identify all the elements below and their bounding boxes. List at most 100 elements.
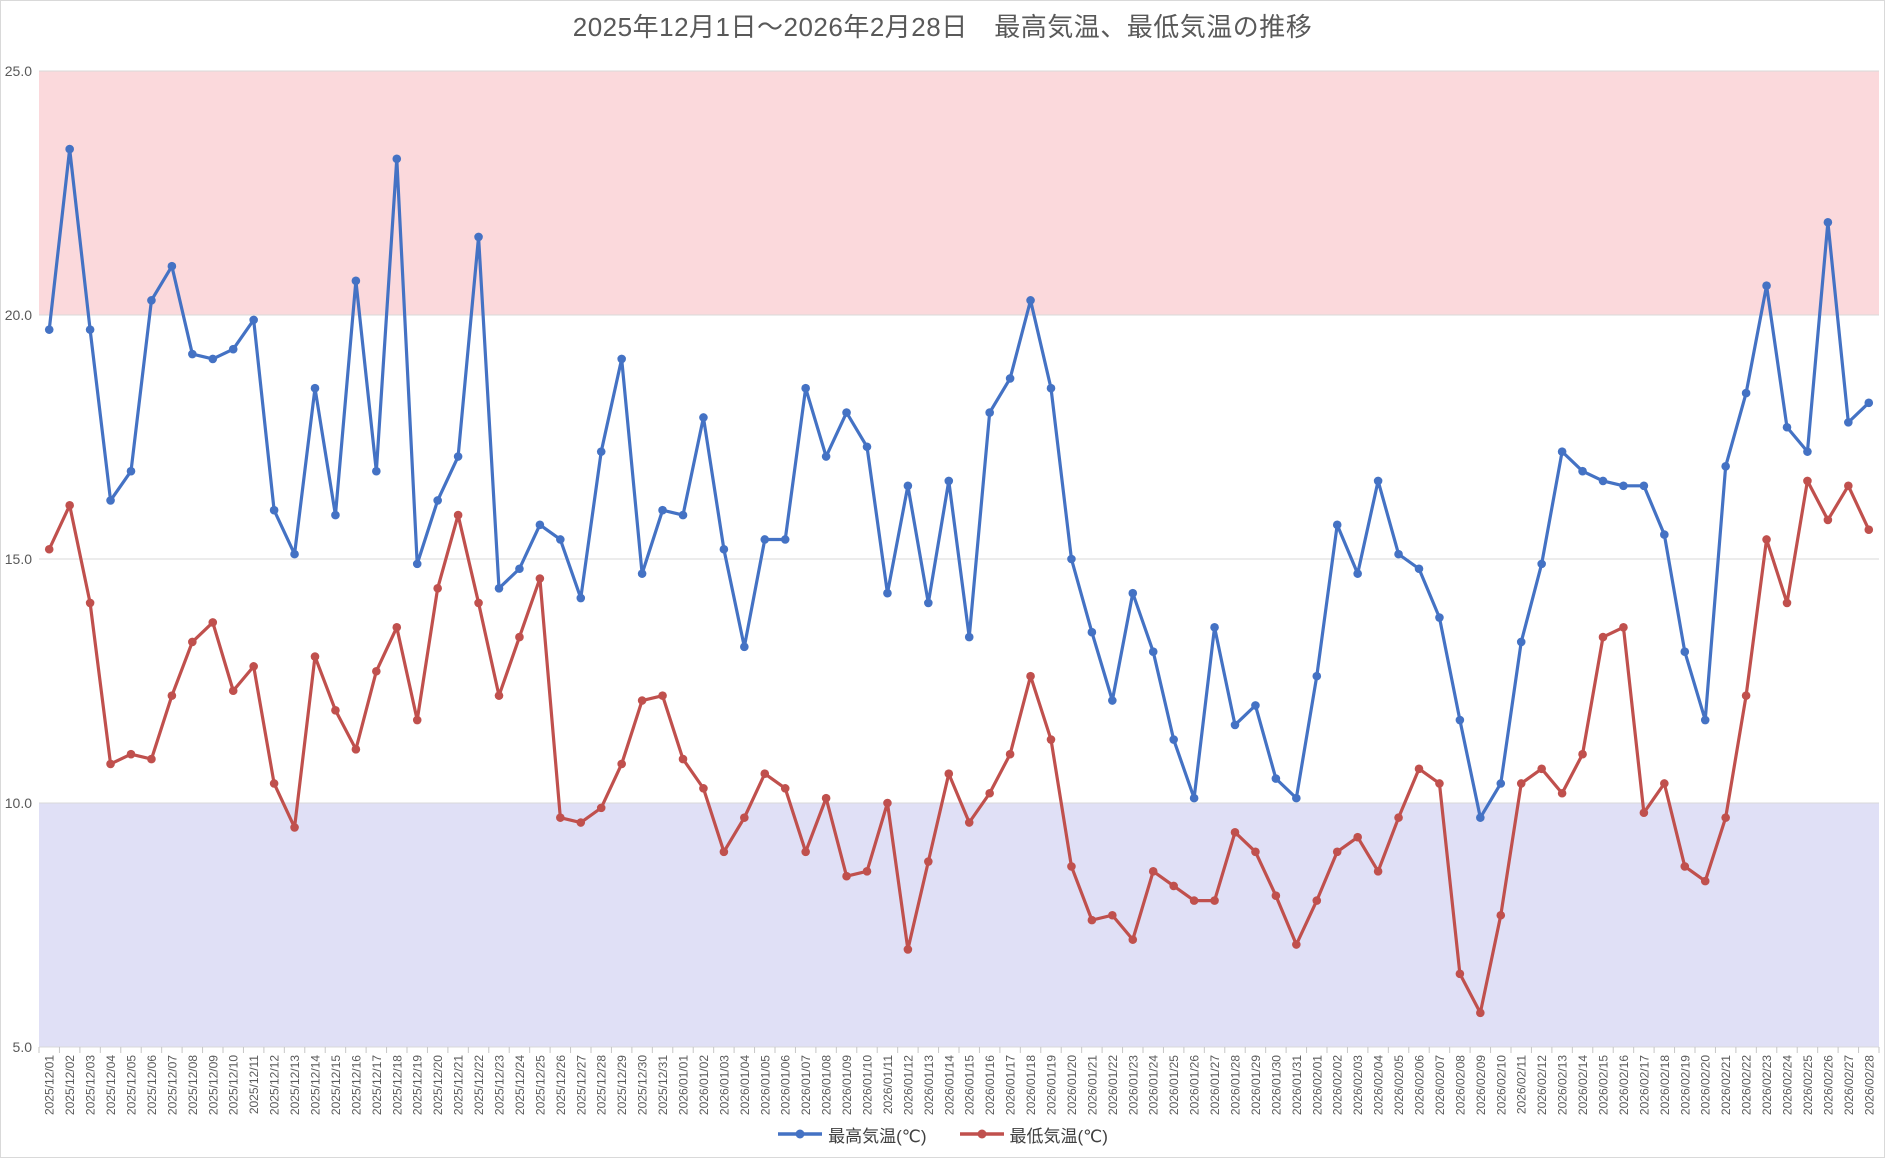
x-axis-label: 2026/02/21 bbox=[1719, 1055, 1733, 1115]
x-axis-label: 2026/01/18 bbox=[1024, 1055, 1038, 1115]
data-point-min bbox=[392, 623, 402, 632]
x-axis-label: 2026/01/03 bbox=[717, 1055, 731, 1115]
data-point-max bbox=[1292, 793, 1301, 803]
data-point-max bbox=[1700, 715, 1710, 725]
data-point-min bbox=[617, 759, 626, 769]
band-below-10 bbox=[39, 803, 1879, 1047]
data-point-min bbox=[1312, 896, 1322, 905]
data-point-max bbox=[1823, 217, 1833, 227]
data-point-max bbox=[1435, 613, 1444, 622]
data-point-min bbox=[85, 598, 95, 608]
x-axis-label: 2026/01/29 bbox=[1249, 1055, 1263, 1115]
data-point-min bbox=[924, 857, 933, 866]
data-point-max bbox=[65, 144, 74, 154]
data-point-max bbox=[85, 325, 95, 334]
x-axis-label: 2025/12/07 bbox=[165, 1055, 179, 1115]
data-point-max bbox=[1516, 637, 1526, 647]
data-point-max bbox=[1148, 647, 1158, 657]
data-point-min bbox=[1271, 891, 1281, 901]
data-point-min bbox=[474, 598, 483, 608]
data-point-max bbox=[719, 544, 729, 554]
data-point-min bbox=[1864, 525, 1874, 535]
data-point-max bbox=[1455, 715, 1465, 725]
x-axis-label: 2026/01/05 bbox=[758, 1055, 772, 1115]
data-point-max bbox=[1619, 481, 1628, 491]
data-point-min bbox=[188, 637, 197, 647]
data-point-max bbox=[637, 569, 647, 578]
data-point-max bbox=[1353, 569, 1362, 578]
x-axis-label: 2026/01/06 bbox=[779, 1055, 793, 1115]
data-point-max bbox=[1230, 720, 1240, 730]
data-point-min bbox=[883, 798, 892, 808]
data-point-max bbox=[1169, 735, 1178, 744]
x-axis-label: 2025/12/31 bbox=[656, 1055, 670, 1115]
x-axis-label: 2026/01/22 bbox=[1106, 1055, 1120, 1115]
x-axis-label: 2025/12/12 bbox=[268, 1055, 282, 1115]
x-axis-label: 2026/02/11 bbox=[1515, 1055, 1529, 1114]
data-point-min bbox=[1005, 749, 1015, 759]
x-axis-label: 2026/01/13 bbox=[922, 1055, 936, 1115]
data-point-min bbox=[862, 867, 872, 876]
data-point-min bbox=[1394, 813, 1403, 822]
data-point-max bbox=[147, 296, 156, 305]
series-max bbox=[44, 144, 1874, 822]
x-axis-label: 2026/02/09 bbox=[1474, 1055, 1488, 1115]
data-point-min bbox=[351, 745, 361, 754]
data-point-min bbox=[1823, 515, 1833, 525]
data-point-min bbox=[719, 847, 729, 857]
data-point-min bbox=[1844, 481, 1853, 491]
x-axis-label: 2025/12/19 bbox=[411, 1055, 425, 1115]
x-axis-label: 2025/12/29 bbox=[615, 1055, 629, 1115]
x-axis-label: 2026/01/02 bbox=[697, 1055, 711, 1115]
x-axis-label: 2026/02/03 bbox=[1351, 1055, 1365, 1115]
x-axis-label: 2026/01/12 bbox=[901, 1055, 915, 1115]
data-point-min bbox=[1108, 910, 1117, 920]
data-point-min bbox=[1619, 623, 1628, 632]
data-point-min bbox=[249, 662, 258, 671]
x-axis-label: 2025/12/25 bbox=[533, 1055, 547, 1115]
data-point-max bbox=[412, 559, 422, 569]
data-point-max bbox=[167, 261, 177, 271]
legend-label-max: 最高気温(℃) bbox=[828, 1126, 927, 1146]
data-point-max bbox=[249, 315, 258, 325]
data-point-max bbox=[556, 535, 565, 544]
x-axis-label: 2025/12/21 bbox=[452, 1055, 466, 1115]
data-point-min bbox=[801, 847, 810, 857]
data-point-max bbox=[1108, 696, 1117, 705]
data-point-min bbox=[556, 813, 565, 822]
data-point-min bbox=[1067, 862, 1076, 871]
series-min bbox=[44, 476, 1874, 1018]
x-axis-label: 2026/02/20 bbox=[1699, 1055, 1713, 1115]
data-point-max bbox=[1844, 418, 1853, 427]
data-point-max bbox=[331, 510, 340, 520]
x-axis-label: 2026/01/15 bbox=[963, 1055, 977, 1115]
x-axis-label: 2026/01/20 bbox=[1065, 1055, 1079, 1115]
legend-item-max: 最高気温(℃) bbox=[777, 1122, 927, 1147]
data-point-min bbox=[1251, 847, 1260, 857]
data-point-min bbox=[1516, 779, 1526, 788]
data-point-max bbox=[208, 354, 218, 364]
x-axis-label: 2026/02/16 bbox=[1617, 1055, 1631, 1115]
x-axis-label: 2026/01/21 bbox=[1085, 1055, 1099, 1115]
data-point-max bbox=[310, 383, 320, 393]
legend-label-min: 最低気温(℃) bbox=[1009, 1126, 1108, 1146]
legend-item-min: 最低気温(℃) bbox=[959, 1122, 1108, 1147]
data-point-min bbox=[106, 759, 115, 769]
x-axis-label: 2026/02/22 bbox=[1740, 1055, 1754, 1115]
x-axis-label: 2025/12/04 bbox=[104, 1055, 118, 1115]
x-axis-label: 2025/12/01 bbox=[43, 1055, 57, 1115]
data-point-max bbox=[903, 481, 913, 491]
data-point-max bbox=[1026, 296, 1035, 305]
data-point-min bbox=[535, 574, 545, 583]
x-axis-label: 2026/02/23 bbox=[1760, 1055, 1774, 1115]
data-point-min bbox=[44, 544, 54, 554]
data-point-min bbox=[1476, 1008, 1485, 1018]
data-point-max bbox=[1537, 559, 1546, 569]
data-point-max bbox=[944, 476, 954, 486]
y-axis-label: 25.0 bbox=[5, 63, 32, 79]
chart-title: 2025年12月1日～2026年2月28日 最高気温、最低気温の推移 bbox=[572, 12, 1313, 42]
data-point-max bbox=[1394, 549, 1403, 559]
data-point-max bbox=[474, 232, 483, 242]
data-point-max bbox=[1476, 813, 1485, 822]
